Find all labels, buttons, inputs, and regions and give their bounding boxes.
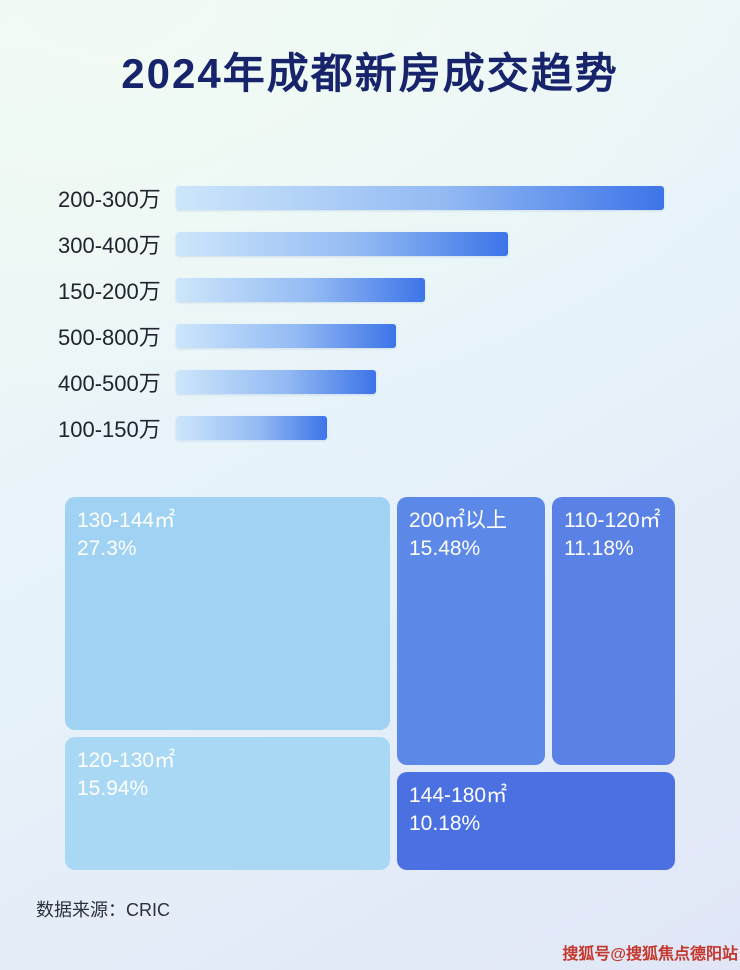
bar-label: 300-400万 (58, 233, 161, 258)
bar-row-150-200: 150-200万 (58, 278, 664, 304)
area-band-treemap: 130-144㎡ 27.3% 120-130㎡ 15.94% 200㎡以上 15… (65, 497, 675, 870)
treemap-block-label: 144-180㎡ (409, 784, 508, 807)
treemap-block-value: 15.94% (77, 777, 149, 801)
sohu-watermark: 搜狐号@搜狐焦点德阳站 (562, 946, 738, 963)
treemap-block-120-130: 120-130㎡ 15.94% (65, 737, 390, 870)
bar-row-300-400: 300-400万 (58, 232, 664, 258)
treemap-block-value: 10.18% (409, 812, 481, 836)
treemap-block-110-120: 110-120㎡ 11.18% (552, 497, 675, 765)
bar-track (176, 278, 664, 302)
treemap-block-label: 130-144㎡ (77, 509, 176, 532)
bar-track (176, 416, 664, 440)
bar-track (176, 232, 664, 256)
bar-label: 500-800万 (58, 325, 161, 350)
price-band-bar-chart: 200-300万 300-400万 150-200万 500-800万 400- (58, 186, 664, 442)
bar-fill (176, 278, 425, 302)
treemap-block-144-180: 144-180㎡ 10.18% (397, 772, 675, 870)
bar-row-400-500: 400-500万 (58, 370, 664, 396)
bar-row-500-800: 500-800万 (58, 324, 664, 350)
bar-track (176, 324, 664, 348)
page-title: 2024年成都新房成交趋势 (121, 50, 619, 97)
treemap-block-value: 27.3% (77, 537, 137, 561)
bar-label: 200-300万 (58, 187, 161, 212)
treemap-block-value: 11.18% (564, 537, 634, 561)
bar-fill (176, 370, 377, 394)
bar-row-100-150: 100-150万 (58, 416, 664, 442)
bar-track (176, 370, 664, 394)
bar-fill (176, 186, 664, 210)
treemap-block-200-plus: 200㎡以上 15.48% (397, 497, 545, 765)
bar-fill (176, 232, 508, 256)
treemap-block-label: 110-120㎡ (564, 509, 661, 532)
bar-label: 400-500万 (58, 371, 161, 396)
treemap-block-label: 120-130㎡ (77, 749, 176, 772)
data-source-note: 数据来源：CRIC (36, 900, 170, 920)
bar-fill (176, 324, 396, 348)
bar-fill (176, 416, 328, 440)
treemap-block-value: 15.48% (409, 537, 481, 561)
bar-label: 150-200万 (58, 279, 161, 304)
treemap-block-130-144: 130-144㎡ 27.3% (65, 497, 390, 730)
bar-row-200-300: 200-300万 (58, 186, 664, 212)
bar-label: 100-150万 (58, 417, 161, 442)
treemap-block-label: 200㎡以上 (409, 509, 508, 532)
bar-track (176, 186, 664, 210)
